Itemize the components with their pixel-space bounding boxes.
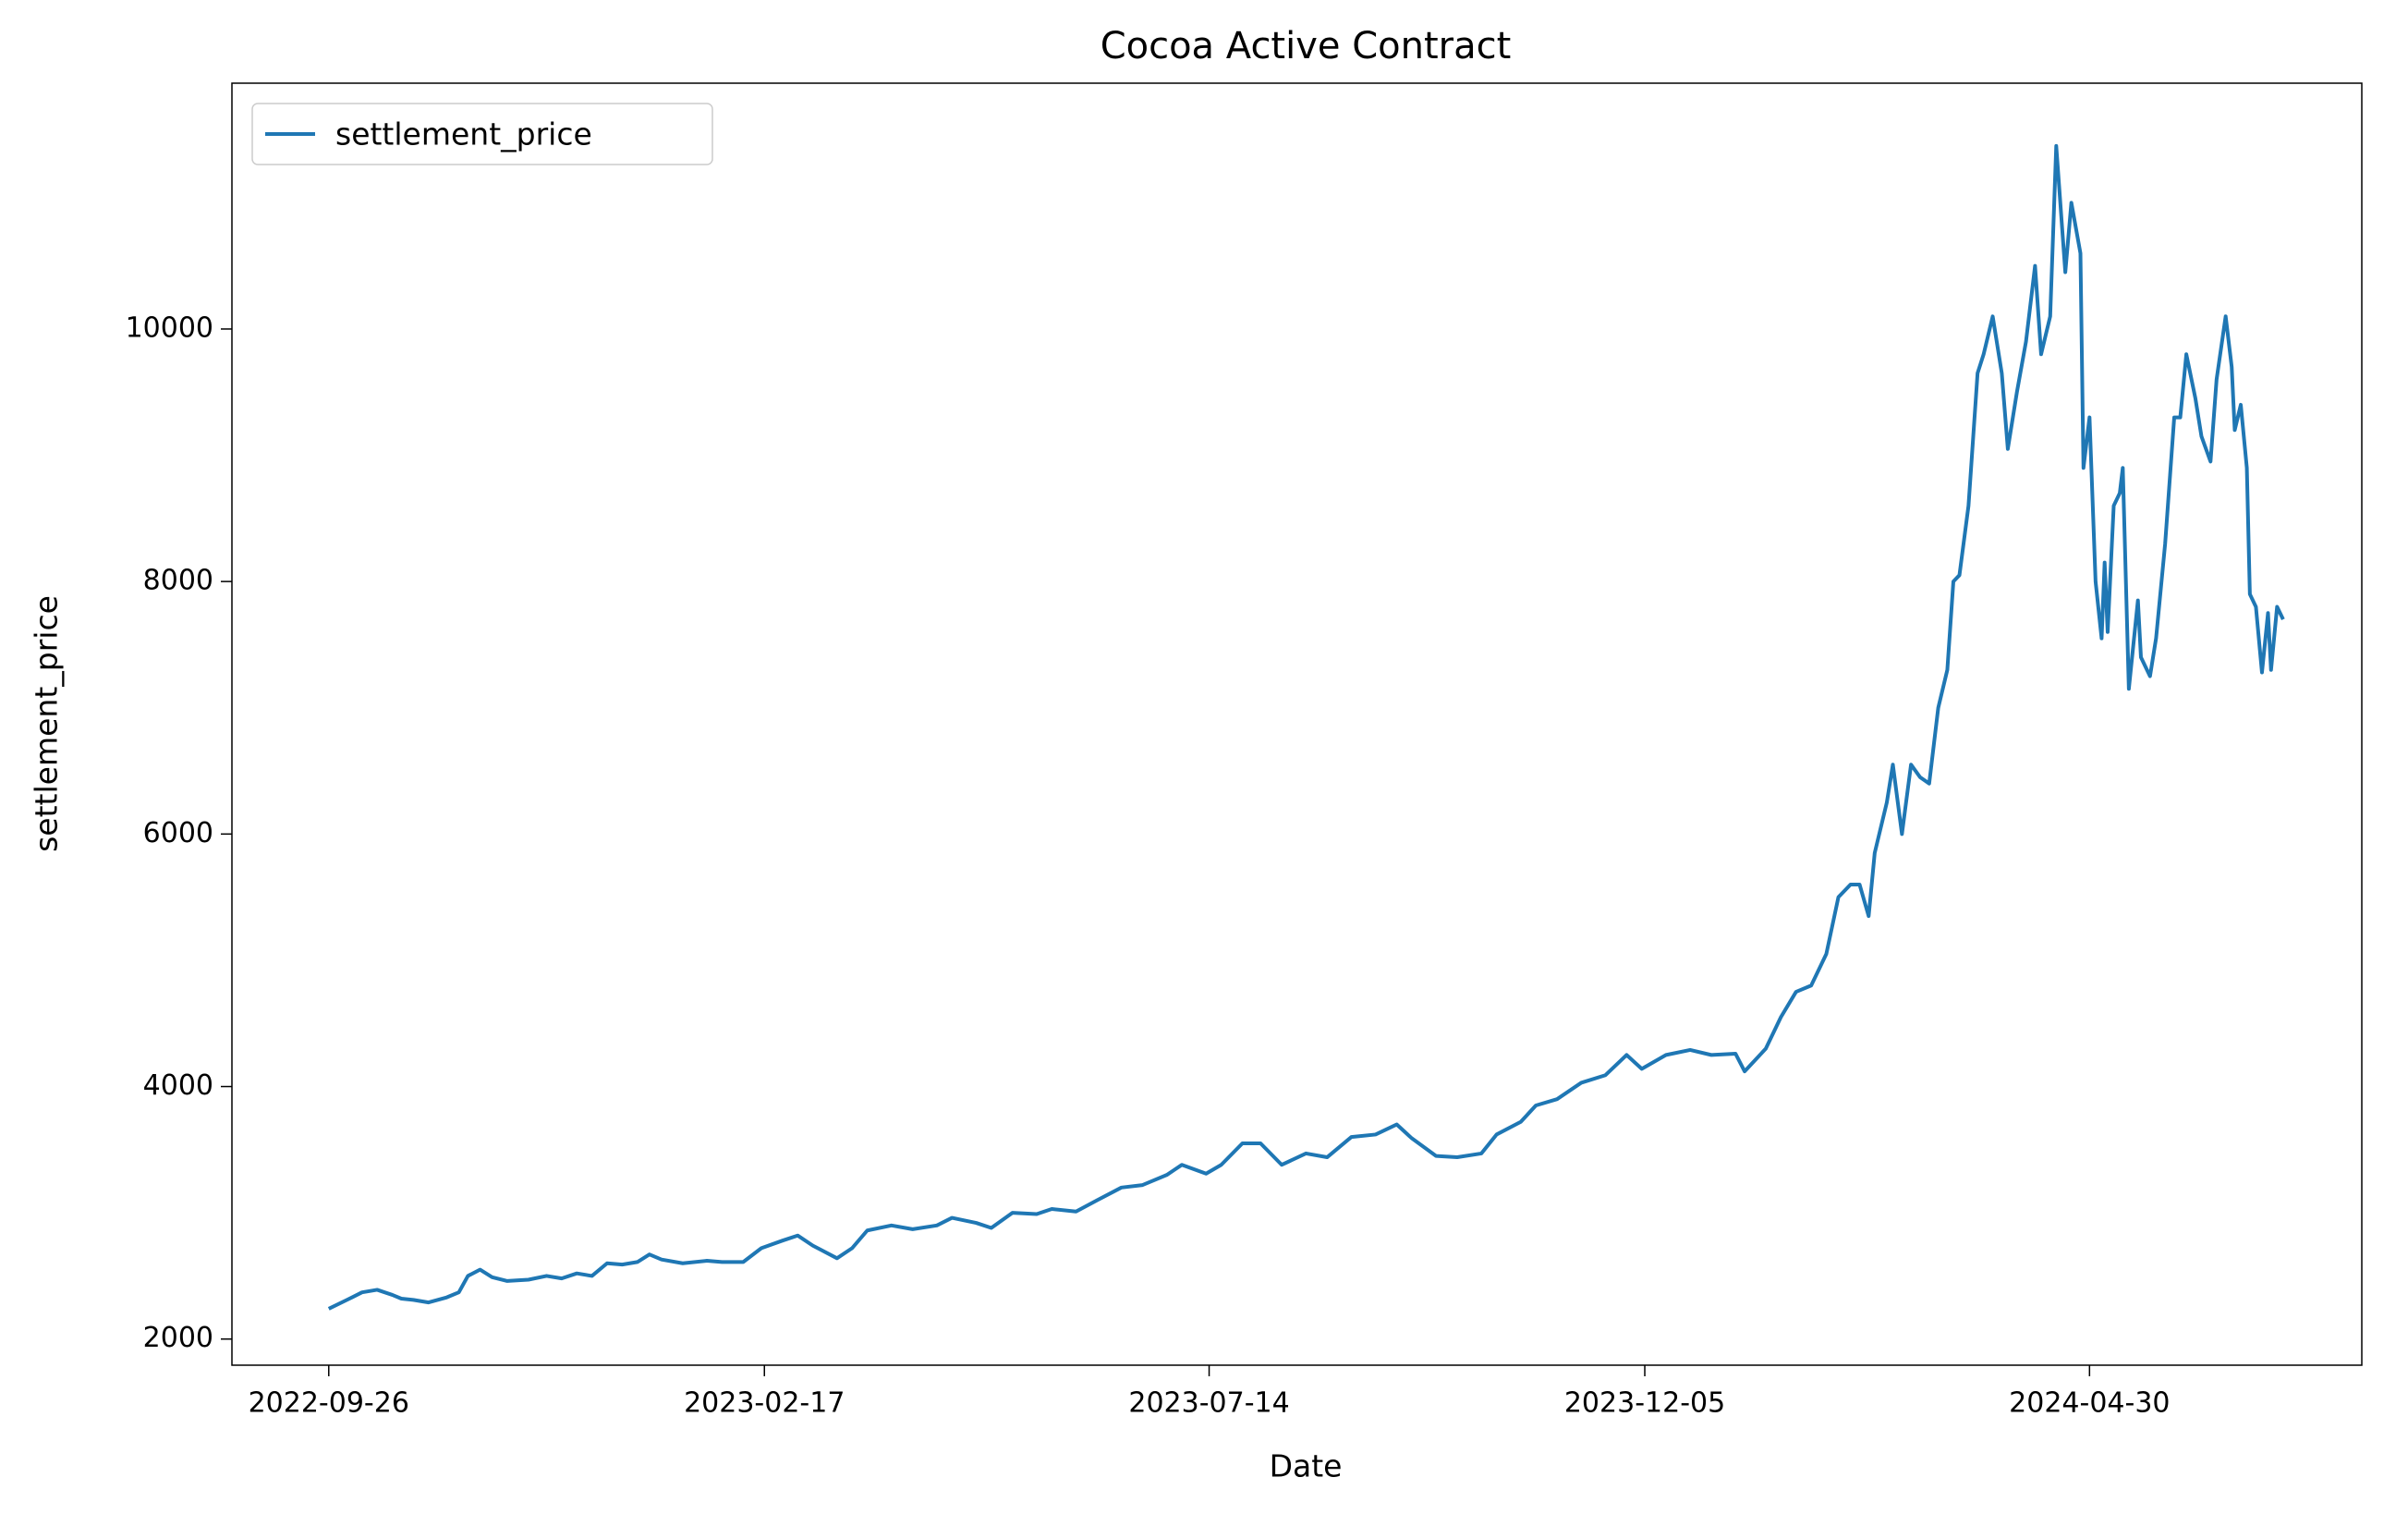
legend-box [251,103,713,165]
x-axis-label: Date [1270,1448,1343,1484]
chart-title: Cocoa Active Contract [1101,25,1512,67]
y-tick-label: 10000 [126,311,213,344]
plot-frame [231,82,2363,1366]
y-tick-label: 4000 [143,1069,213,1102]
y-tick-label: 2000 [143,1322,213,1354]
x-tick-label: 2023-12-05 [1564,1387,1725,1420]
y-tick-label: 8000 [143,565,213,597]
price-line [327,143,2285,1311]
x-tick-label: 2023-07-14 [1128,1387,1289,1420]
y-axis-label: settlement_price [29,595,65,852]
x-tick-label: 2023-02-17 [684,1387,845,1420]
legend-label: settlement_price [335,116,592,153]
x-tick-label: 2022-09-26 [249,1387,409,1420]
y-tick-label: 6000 [143,817,213,849]
x-tick-label: 2024-04-30 [2009,1387,2170,1420]
